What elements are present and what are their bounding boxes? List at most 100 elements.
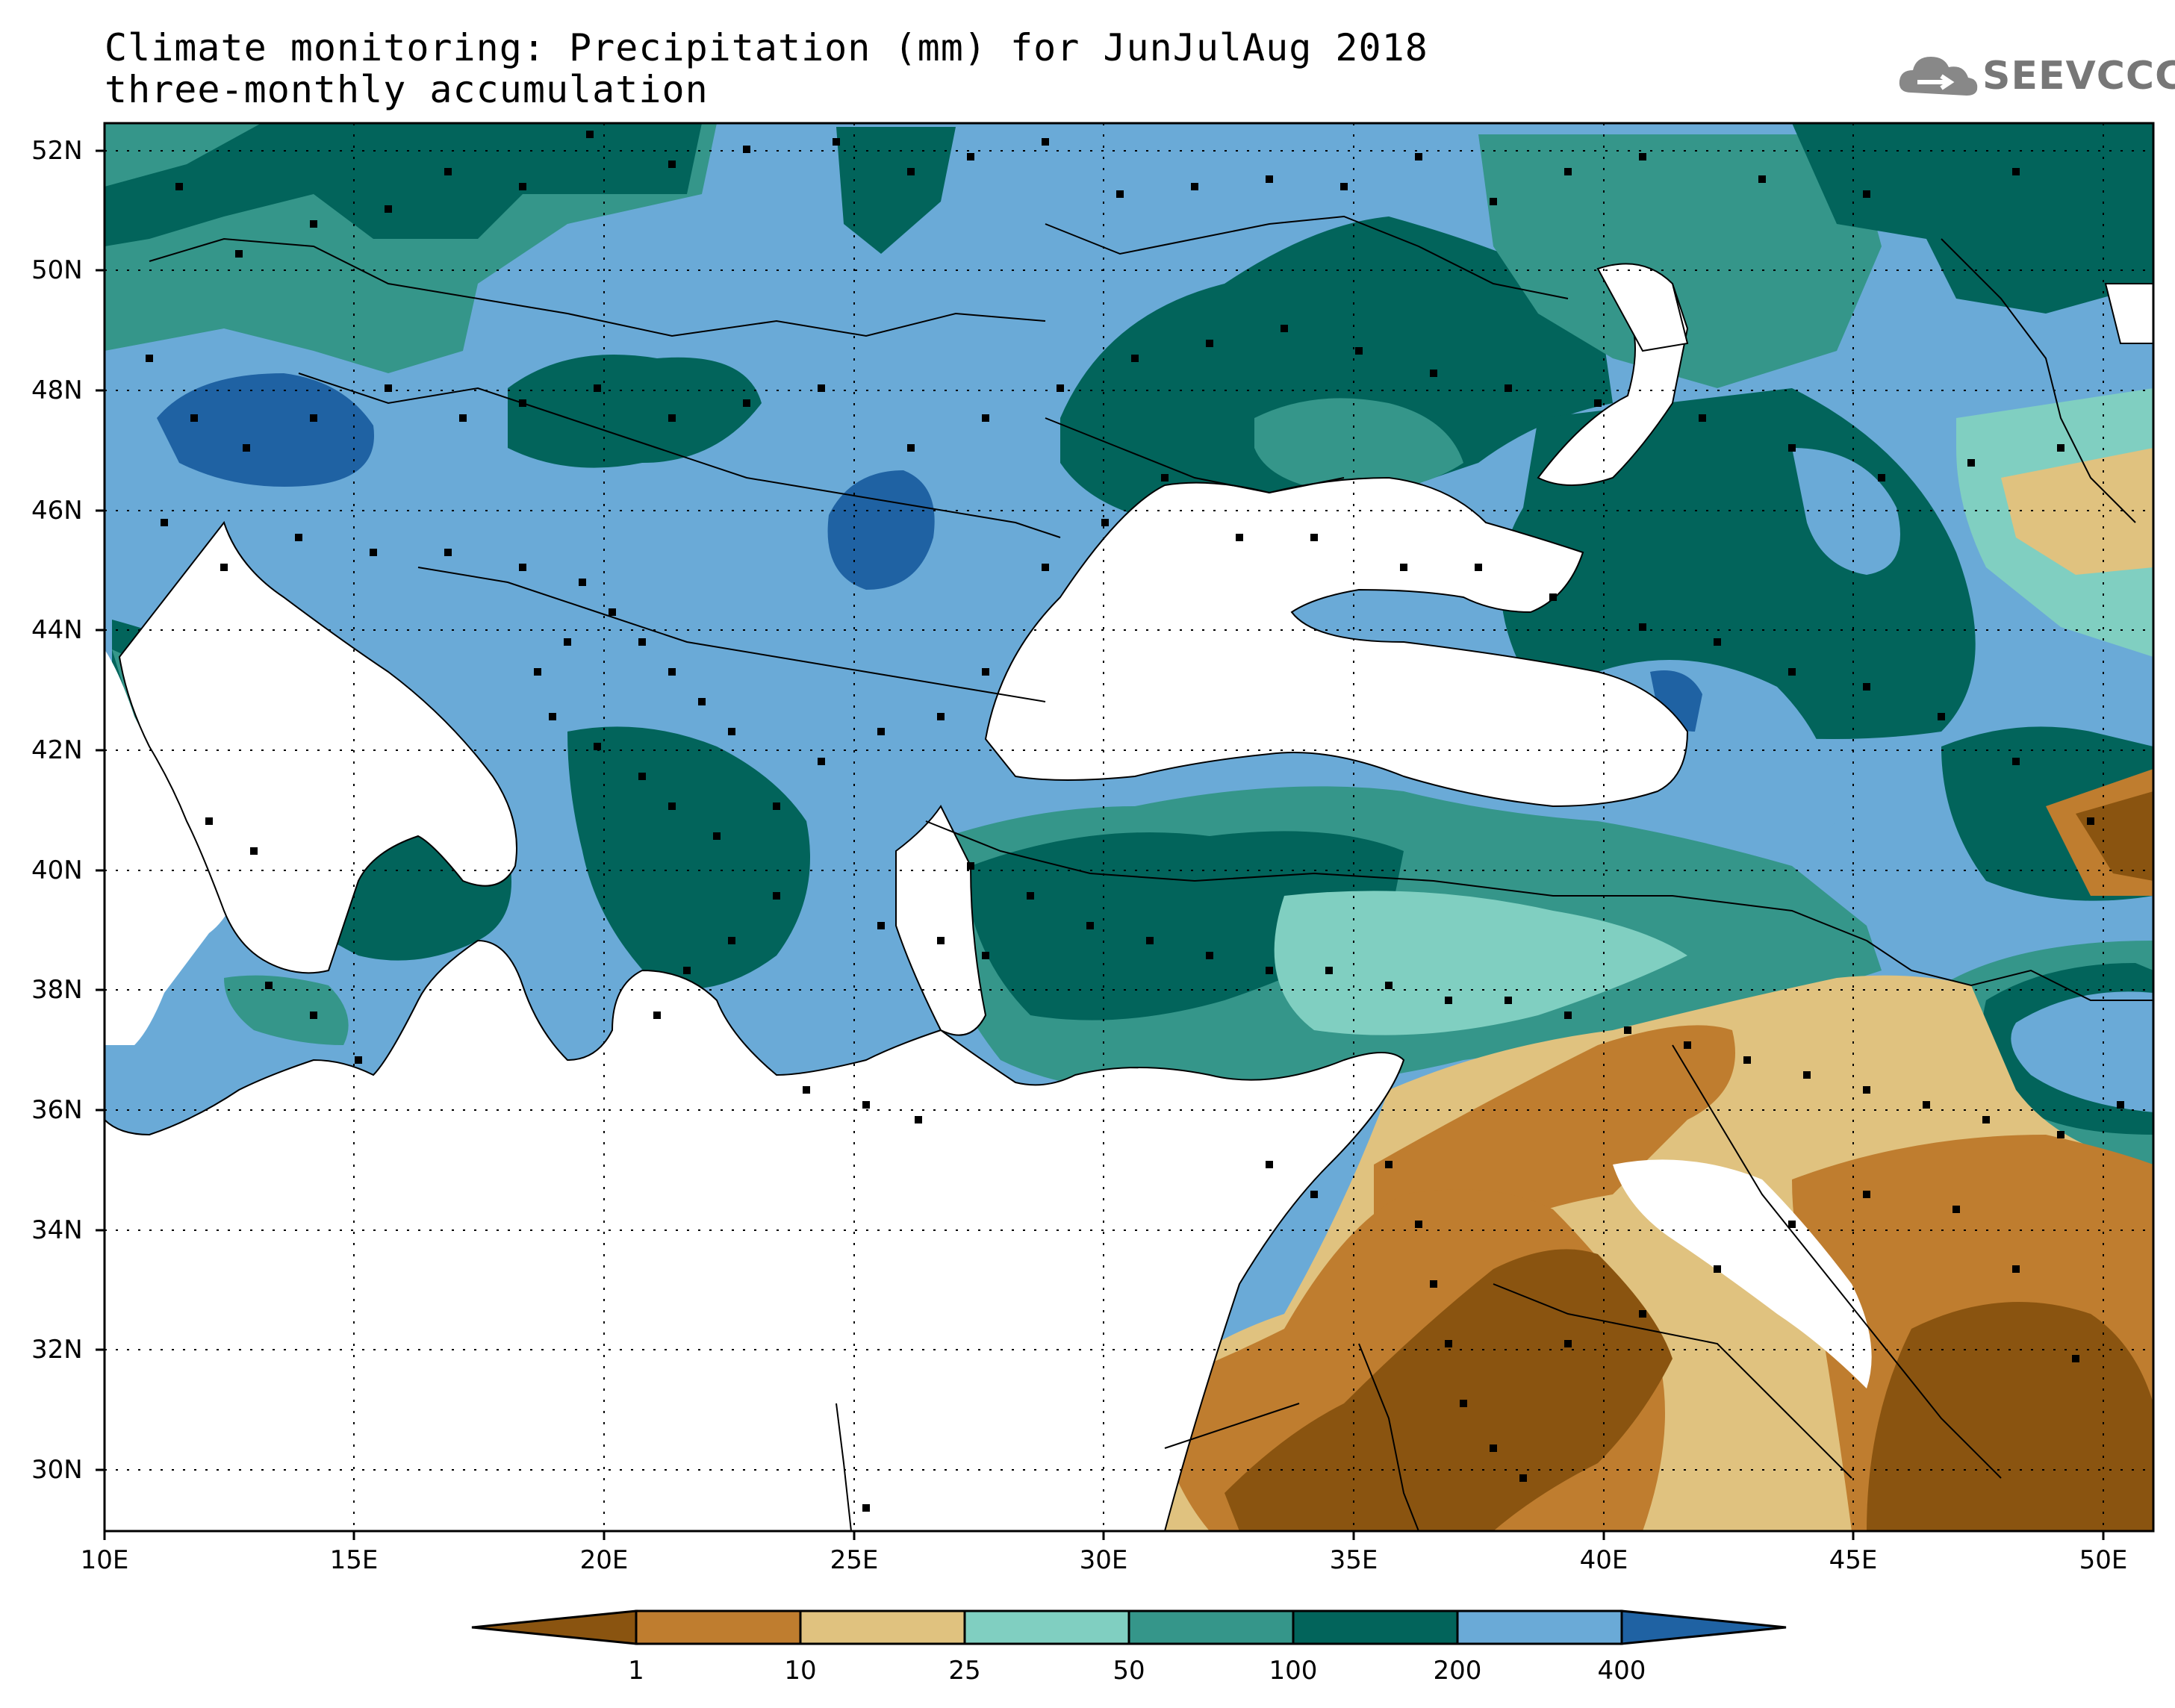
station-marker	[2057, 1131, 2064, 1138]
station-marker	[1400, 564, 1407, 571]
station-marker	[668, 160, 676, 168]
station-marker	[1057, 384, 1064, 392]
colorbar-label: 10	[784, 1656, 817, 1686]
logo-text: SEEVCCC	[1982, 54, 2175, 99]
lon-label: 25E	[830, 1545, 879, 1575]
station-marker	[937, 937, 945, 944]
station-marker	[1967, 459, 1975, 467]
station-marker	[1505, 997, 1512, 1004]
station-marker	[355, 1056, 362, 1064]
station-marker	[1714, 1265, 1721, 1273]
station-marker	[1923, 1101, 1930, 1109]
station-marker	[1116, 190, 1124, 198]
station-marker	[594, 743, 601, 750]
station-marker	[1355, 347, 1363, 355]
station-marker	[728, 937, 735, 944]
lon-label: 35E	[1329, 1545, 1378, 1575]
station-marker	[683, 967, 691, 974]
lon-label: 30E	[1079, 1545, 1128, 1575]
station-marker	[803, 1086, 810, 1094]
station-marker	[1266, 175, 1273, 183]
station-marker	[175, 183, 183, 190]
station-marker	[2057, 444, 2064, 452]
alps-wet-region	[157, 373, 374, 487]
station-marker	[818, 384, 825, 392]
station-marker	[833, 138, 840, 146]
station-marker	[937, 713, 945, 720]
station-marker	[2012, 1265, 2020, 1273]
colorbar-swatch-25-50	[963, 1609, 1130, 1645]
lat-label: 40N	[31, 855, 83, 885]
station-marker	[2012, 168, 2020, 175]
station-marker	[534, 668, 541, 676]
lat-label: 48N	[31, 375, 83, 405]
map-subtitle: three-monthly accumulation	[105, 68, 709, 111]
station-marker	[1564, 168, 1572, 175]
station-marker	[982, 414, 989, 422]
station-marker	[1803, 1071, 1811, 1079]
station-marker	[668, 414, 676, 422]
station-marker	[310, 1012, 317, 1019]
lon-label: 40E	[1579, 1545, 1628, 1575]
station-marker	[1310, 534, 1318, 541]
station-marker	[444, 168, 452, 175]
station-marker	[310, 220, 317, 228]
axis-ticks	[96, 149, 2105, 1540]
station-marker	[1639, 623, 1646, 631]
station-marker	[1042, 138, 1049, 146]
station-marker	[1027, 892, 1034, 900]
station-marker	[1161, 474, 1169, 481]
colorbar-label: 1	[628, 1656, 644, 1686]
colorbar-swatch-lt1	[471, 1609, 638, 1645]
lon-label: 50E	[2079, 1545, 2128, 1575]
station-marker	[1385, 982, 1393, 989]
station-marker	[1519, 1474, 1527, 1482]
station-marker	[1146, 937, 1154, 944]
lat-label: 46N	[31, 496, 83, 526]
station-marker	[653, 1012, 661, 1019]
station-marker	[1415, 153, 1422, 160]
station-marker	[2117, 1101, 2124, 1109]
cloud-logo-icon	[1899, 57, 1978, 96]
station-marker	[915, 1116, 922, 1123]
colorbar-label: 200	[1433, 1656, 1482, 1686]
station-marker	[1863, 190, 1870, 198]
station-marker	[564, 638, 571, 646]
station-marker	[1086, 922, 1094, 929]
colorbar-label: 50	[1113, 1656, 1145, 1686]
lon-label: 20E	[579, 1545, 629, 1575]
station-marker	[1310, 1191, 1318, 1198]
station-marker	[1266, 1161, 1273, 1168]
map-frame	[103, 122, 2155, 1533]
station-marker	[743, 146, 750, 153]
station-marker	[459, 414, 467, 422]
station-marker	[1430, 1280, 1437, 1288]
station-marker	[190, 414, 198, 422]
station-marker	[519, 399, 526, 407]
station-marker	[967, 153, 974, 160]
station-marker	[1863, 1191, 1870, 1198]
station-marker	[370, 549, 377, 556]
station-marker	[1206, 952, 1213, 959]
station-marker	[862, 1504, 870, 1512]
station-marker	[1639, 153, 1646, 160]
station-marker	[877, 922, 885, 929]
station-marker	[1415, 1221, 1422, 1228]
station-marker	[1788, 668, 1796, 676]
sea-mask	[104, 263, 2154, 1532]
station-marker	[967, 862, 974, 870]
station-marker	[1340, 183, 1348, 190]
station-marker	[235, 250, 243, 258]
lat-label: 38N	[31, 975, 83, 1005]
station-marker	[1445, 997, 1452, 1004]
station-marker	[205, 817, 213, 825]
station-marker	[220, 564, 228, 571]
station-marker	[1594, 399, 1602, 407]
station-marker	[1430, 370, 1437, 377]
station-marker	[1505, 384, 1512, 392]
lon-label: 10E	[80, 1545, 129, 1575]
colorbar-swatch-200-400	[1456, 1609, 1623, 1645]
station-marker	[385, 384, 392, 392]
lon-label: 45E	[1829, 1545, 1878, 1575]
station-marker	[743, 399, 750, 407]
